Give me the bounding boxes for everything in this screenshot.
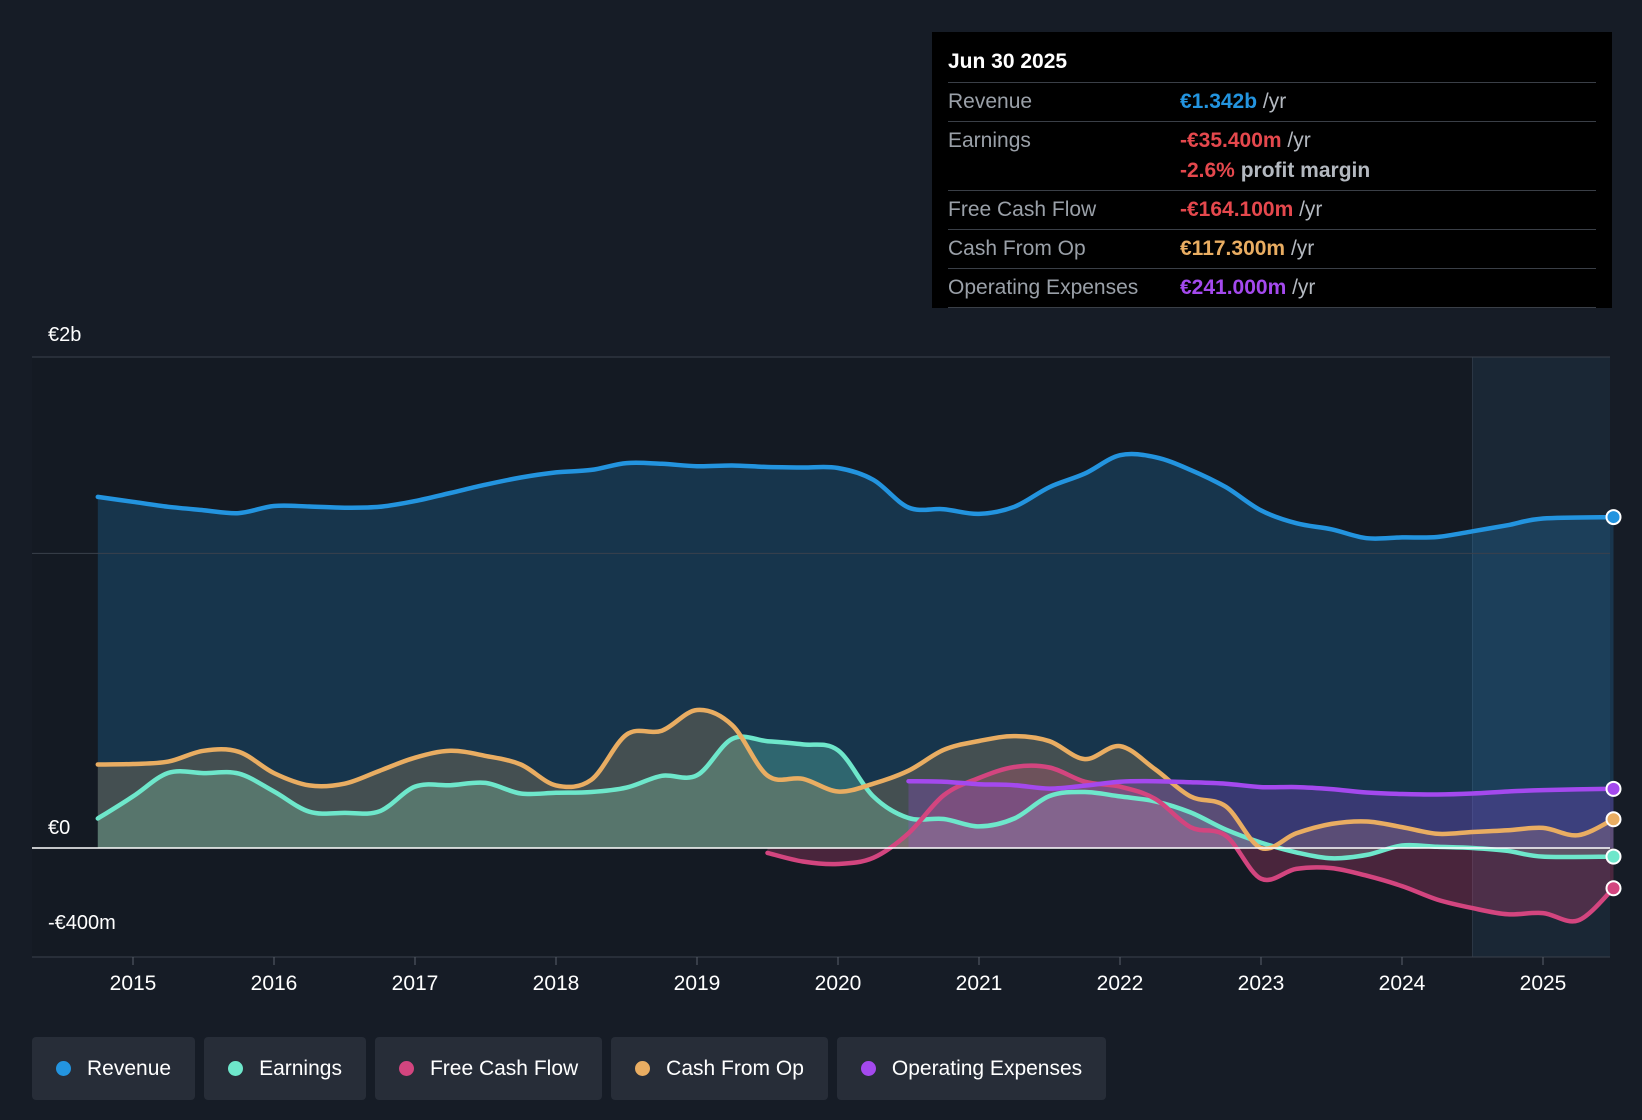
tooltip-value-line: -€164.100m /yr bbox=[1180, 195, 1596, 225]
tooltip-row-revenue: Revenue €1.342b /yr bbox=[948, 83, 1596, 122]
tooltip-value-line: €117.300m /yr bbox=[1180, 234, 1596, 264]
legend-item-revenue[interactable]: Revenue bbox=[32, 1037, 196, 1100]
free-cash-flow-area bbox=[767, 765, 1614, 922]
tooltip-value: €241.000m bbox=[1180, 276, 1287, 299]
legend-label: Free Cash Flow bbox=[429, 1056, 579, 1080]
tooltip-row-label-text: Revenue bbox=[948, 90, 1033, 113]
tooltip-value: €117.300m bbox=[1180, 237, 1286, 260]
tooltip-value-line: €1.342b /yr bbox=[1180, 87, 1596, 117]
tooltip-row-label-text: Earnings bbox=[948, 129, 1031, 152]
x-tick-label: 2025 bbox=[1520, 972, 1567, 995]
legend-item-cash-from-op[interactable]: Cash From Op bbox=[611, 1037, 828, 1100]
tooltip-unit: /yr bbox=[1257, 90, 1287, 113]
revenue-line bbox=[95, 451, 1616, 541]
x-tick-label: 2019 bbox=[674, 972, 721, 995]
tooltip-value: -2.6% bbox=[1180, 159, 1235, 182]
tooltip-row-values: €1.342b /yr bbox=[1180, 83, 1596, 121]
tooltip-row-free-cash-flow: Free Cash Flow -€164.100m /yr bbox=[948, 191, 1596, 230]
tooltip-row-label-text: Operating Expenses bbox=[948, 276, 1139, 299]
x-tick-label: 2023 bbox=[1238, 972, 1285, 995]
tooltip-unit: /yr bbox=[1293, 198, 1323, 221]
operating-expenses-endpoint bbox=[1605, 780, 1622, 797]
x-tick-label: 2015 bbox=[110, 972, 157, 995]
tooltip-value: €1.342b bbox=[1180, 90, 1258, 113]
operating-expenses-area bbox=[908, 781, 1614, 848]
tooltip-date: Jun 30 2025 bbox=[948, 46, 1596, 83]
tooltip-value-line: €241.000m /yr bbox=[1180, 273, 1596, 303]
x-tick-label: 2024 bbox=[1379, 972, 1426, 995]
tooltip-value-line: -2.6% profit margin bbox=[1180, 156, 1596, 186]
revenue-area bbox=[97, 453, 1614, 848]
legend-item-operating-expenses[interactable]: Operating Expenses bbox=[836, 1037, 1107, 1100]
tooltip-row-earnings: Earnings -€35.400m /yr -2.6% profit margin bbox=[948, 122, 1596, 191]
tooltip-value-line: -€35.400m /yr bbox=[1180, 126, 1596, 156]
cash-from-op-line bbox=[95, 707, 1616, 852]
x-tick-label: 2017 bbox=[392, 972, 439, 995]
tooltip-row-cash-from-op: Cash From Op €117.300m /yr bbox=[948, 230, 1596, 269]
tooltip-row-label-text: Free Cash Flow bbox=[948, 198, 1097, 221]
cash-from-op-endpoint bbox=[1605, 811, 1622, 828]
tooltip-value: -€164.100m bbox=[1180, 198, 1294, 221]
legend-label: Revenue bbox=[87, 1056, 172, 1080]
tooltip-panel: Jun 30 2025 Revenue €1.342b /yr Earnings -€… bbox=[932, 32, 1612, 308]
tooltip-unit: /yr bbox=[1281, 129, 1311, 152]
legend-dot-icon bbox=[635, 1061, 651, 1076]
legend-item-earnings[interactable]: Earnings bbox=[204, 1037, 366, 1100]
tooltip-row-values: €117.300m /yr bbox=[1180, 230, 1596, 268]
x-tick-label: 2018 bbox=[533, 972, 580, 995]
legend-dot-icon bbox=[398, 1061, 414, 1076]
revenue-endpoint bbox=[1605, 509, 1622, 526]
cash-from-op-area bbox=[97, 709, 1614, 849]
earnings-line bbox=[95, 734, 1616, 861]
y-axis-label: €2b bbox=[48, 324, 81, 346]
tooltip-unit: /yr bbox=[1286, 276, 1316, 299]
tooltip-row-values: -€35.400m /yr -2.6% profit margin bbox=[1180, 122, 1596, 190]
legend-dot-icon bbox=[228, 1061, 244, 1076]
tooltip-row-label: Free Cash Flow bbox=[948, 191, 1180, 229]
tooltip-row-values: €241.000m /yr bbox=[1180, 269, 1596, 307]
legend-dot-icon bbox=[56, 1061, 71, 1076]
tooltip-unit: profit margin bbox=[1234, 159, 1371, 182]
x-tick-label: 2020 bbox=[815, 972, 862, 995]
tooltip-row-label: Cash From Op bbox=[948, 230, 1180, 268]
tooltip-value: -€35.400m bbox=[1180, 129, 1282, 152]
x-tick-label: 2022 bbox=[1097, 972, 1144, 995]
legend-label: Operating Expenses bbox=[891, 1056, 1083, 1080]
x-tick-label: 2021 bbox=[956, 972, 1003, 995]
legend-dot-icon bbox=[860, 1061, 876, 1076]
tooltip-row-label-text: Cash From Op bbox=[948, 237, 1086, 260]
legend-label: Earnings bbox=[259, 1056, 342, 1080]
y-axis-label: €0 bbox=[48, 817, 70, 839]
tooltip-row-label: Operating Expenses bbox=[948, 269, 1180, 307]
y-axis-label: -€400m bbox=[48, 912, 116, 934]
x-tick-label: 2016 bbox=[251, 972, 298, 995]
operating-expenses-line bbox=[906, 778, 1616, 797]
tooltip-row-label: Revenue bbox=[948, 83, 1180, 121]
tooltip-unit: /yr bbox=[1285, 237, 1315, 260]
earnings-area bbox=[97, 736, 1614, 859]
tooltip-row-label: Earnings bbox=[948, 122, 1180, 190]
tooltip-row-operating-expenses: Operating Expenses €241.000m /yr bbox=[948, 269, 1596, 308]
free-cash-flow-endpoint bbox=[1605, 880, 1622, 897]
legend-item-free-cash-flow[interactable]: Free Cash Flow bbox=[374, 1037, 603, 1100]
free-cash-flow-line bbox=[765, 763, 1616, 924]
legend-label: Cash From Op bbox=[666, 1056, 804, 1080]
earnings-endpoint bbox=[1605, 848, 1622, 865]
legend: Revenue Earnings Free Cash Flow Cash From O… bbox=[32, 1037, 1107, 1100]
tooltip-row-values: -€164.100m /yr bbox=[1180, 191, 1596, 229]
